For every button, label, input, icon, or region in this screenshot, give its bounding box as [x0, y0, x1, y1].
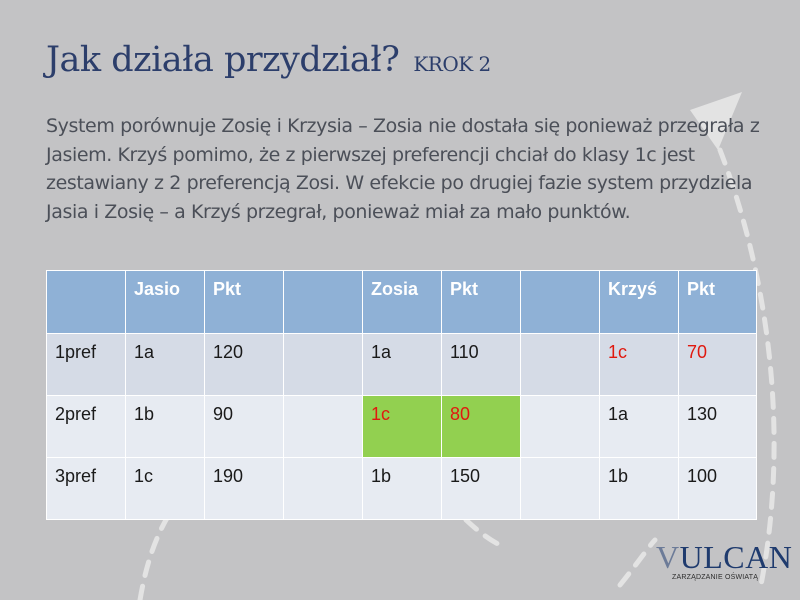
logo-tagline: ZARZĄDZANIE OŚWIATĄ	[672, 574, 759, 581]
table-cell: 1b	[362, 457, 442, 520]
table-cell: 190	[204, 457, 284, 520]
header-cell-pkt: Pkt	[204, 270, 284, 334]
table-cell: 1b	[599, 457, 679, 520]
table-cell-highlighted: 80	[441, 395, 521, 458]
table-cell: 150	[441, 457, 521, 520]
table-cell: 130	[678, 395, 757, 458]
table-row: 3pref 1c 190 1b 150 1b 100	[46, 457, 757, 520]
table-cell: 110	[441, 333, 521, 396]
slide-body-text: System porównuje Zosię i Krzysia – Zosia…	[46, 115, 760, 223]
table-header-row: Jasio Pkt Zosia Pkt Krzyś Pkt	[46, 270, 757, 334]
logo-wordmark: VULCAN	[656, 539, 792, 575]
vulcan-logo: VULCAN ZARZĄDZANIE OŚWIATĄ	[656, 539, 792, 581]
table-cell: 1pref	[46, 333, 126, 396]
slide-title-text: Jak działa przydział?	[46, 40, 400, 80]
table-row: 2pref 1b 90 1c 80 1a 130	[46, 395, 757, 458]
table-cell	[283, 395, 363, 458]
slide-step-label: KROK 2	[413, 52, 491, 76]
table-cell: 2pref	[46, 395, 126, 458]
table-cell	[520, 333, 600, 396]
header-cell	[283, 270, 363, 334]
table-cell: 1a	[125, 333, 205, 396]
table-cell-emphasis: 70	[678, 333, 757, 396]
table-cell-emphasis: 1c	[599, 333, 679, 396]
table-cell: 100	[678, 457, 757, 520]
table-cell: 120	[204, 333, 284, 396]
table-cell	[520, 395, 600, 458]
table-cell: 1b	[125, 395, 205, 458]
table-cell	[283, 333, 363, 396]
table-cell: 1a	[362, 333, 442, 396]
arrow-head-icon	[690, 92, 742, 150]
logo-rest: ULCAN	[679, 539, 793, 575]
table-cell: 1a	[599, 395, 679, 458]
header-cell-zosia: Zosia	[362, 270, 442, 334]
header-cell-pkt: Pkt	[678, 270, 757, 334]
header-cell-krzys: Krzyś	[599, 270, 679, 334]
table-cell	[283, 457, 363, 520]
table-cell: 1c	[125, 457, 205, 520]
preference-table: Jasio Pkt Zosia Pkt Krzyś Pkt 1pref 1a 1…	[46, 270, 757, 520]
table-cell: 3pref	[46, 457, 126, 520]
slide-title: Jak działa przydział? KROK 2	[46, 40, 491, 80]
header-cell-jasio: Jasio	[125, 270, 205, 334]
table-cell	[520, 457, 600, 520]
logo-initial: V	[656, 539, 680, 575]
header-cell	[520, 270, 600, 334]
table-row: 1pref 1a 120 1a 110 1c 70	[46, 333, 757, 396]
header-cell	[46, 270, 126, 334]
table-cell: 90	[204, 395, 284, 458]
header-cell-pkt: Pkt	[441, 270, 521, 334]
table-cell-highlighted: 1c	[362, 395, 442, 458]
